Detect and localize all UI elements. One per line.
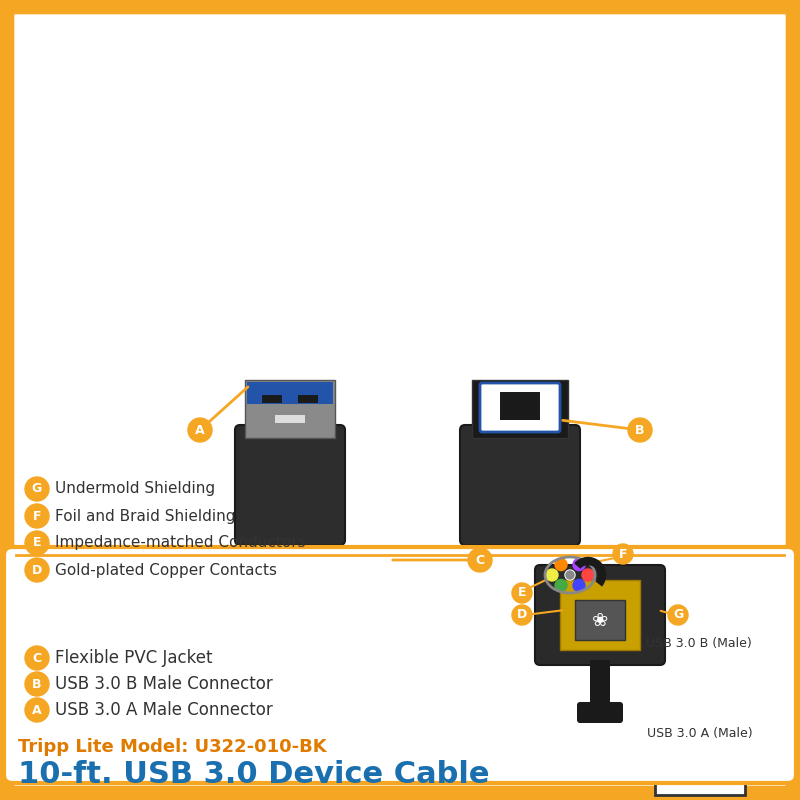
Bar (575, 600, 625, 640)
FancyBboxPatch shape (577, 702, 623, 723)
Text: 10-ft. USB 3.0 Device Cable: 10-ft. USB 3.0 Device Cable (18, 760, 490, 789)
Circle shape (613, 544, 633, 564)
Text: C: C (33, 651, 42, 665)
Circle shape (25, 672, 49, 696)
Text: B: B (635, 423, 645, 437)
Text: D: D (32, 563, 42, 577)
Text: D: D (517, 609, 527, 622)
Circle shape (582, 569, 594, 581)
Circle shape (566, 571, 574, 579)
Text: G: G (32, 482, 42, 495)
Text: ❀: ❀ (592, 610, 608, 630)
Bar (657, 737, 743, 757)
Circle shape (512, 583, 532, 603)
Bar (472, 380, 568, 438)
Text: E: E (518, 586, 526, 599)
Text: C: C (475, 554, 485, 566)
Circle shape (628, 418, 652, 442)
Bar (298, 395, 318, 403)
Circle shape (188, 418, 212, 442)
Bar (275, 530, 305, 630)
Text: A: A (195, 423, 205, 437)
Bar (245, 380, 335, 438)
Text: Impedance-matched Conductors: Impedance-matched Conductors (55, 535, 306, 550)
Circle shape (668, 605, 688, 625)
Text: Gold-plated Copper Contacts: Gold-plated Copper Contacts (55, 562, 277, 578)
FancyBboxPatch shape (6, 6, 794, 794)
Bar (658, 645, 740, 715)
Circle shape (573, 579, 585, 591)
Circle shape (25, 646, 49, 670)
Bar (668, 653, 730, 688)
FancyBboxPatch shape (480, 383, 560, 432)
Text: USB 3.0 B Male Connector: USB 3.0 B Male Connector (55, 675, 273, 693)
Bar (262, 395, 282, 403)
FancyBboxPatch shape (4, 547, 796, 783)
Text: F: F (618, 547, 627, 561)
FancyBboxPatch shape (535, 565, 665, 665)
Bar (505, 530, 535, 630)
FancyBboxPatch shape (235, 425, 345, 545)
Circle shape (25, 698, 49, 722)
Circle shape (573, 558, 585, 570)
Text: Undermold Shielding: Undermold Shielding (55, 482, 215, 497)
Text: E: E (33, 537, 42, 550)
Circle shape (565, 570, 575, 580)
Text: Tripp Lite Model: U322-010-BK: Tripp Lite Model: U322-010-BK (18, 738, 326, 756)
Circle shape (468, 548, 492, 572)
Text: A: A (32, 703, 42, 717)
Bar (500, 392, 540, 420)
Circle shape (555, 558, 567, 570)
Bar (590, 660, 610, 710)
Bar (683, 660, 713, 680)
Circle shape (25, 531, 49, 555)
Bar (247, 382, 333, 404)
Text: USB 3.0 A (Male): USB 3.0 A (Male) (647, 727, 753, 740)
Text: USB 3.0 A Male Connector: USB 3.0 A Male Connector (55, 701, 273, 719)
Bar (655, 735, 745, 795)
Circle shape (25, 477, 49, 501)
Circle shape (25, 504, 49, 528)
Text: G: G (673, 609, 683, 622)
Circle shape (546, 569, 558, 581)
Text: Foil and Braid Shielding: Foil and Braid Shielding (55, 509, 235, 523)
Circle shape (512, 605, 532, 625)
Circle shape (555, 579, 567, 591)
Text: B: B (32, 678, 42, 690)
FancyBboxPatch shape (460, 425, 580, 545)
Text: USB 3.0 B (Male): USB 3.0 B (Male) (646, 637, 752, 650)
Circle shape (25, 558, 49, 582)
Bar (275, 415, 305, 423)
Text: F: F (33, 510, 42, 522)
Text: Flexible PVC Jacket: Flexible PVC Jacket (55, 649, 213, 667)
Bar (560, 580, 640, 650)
